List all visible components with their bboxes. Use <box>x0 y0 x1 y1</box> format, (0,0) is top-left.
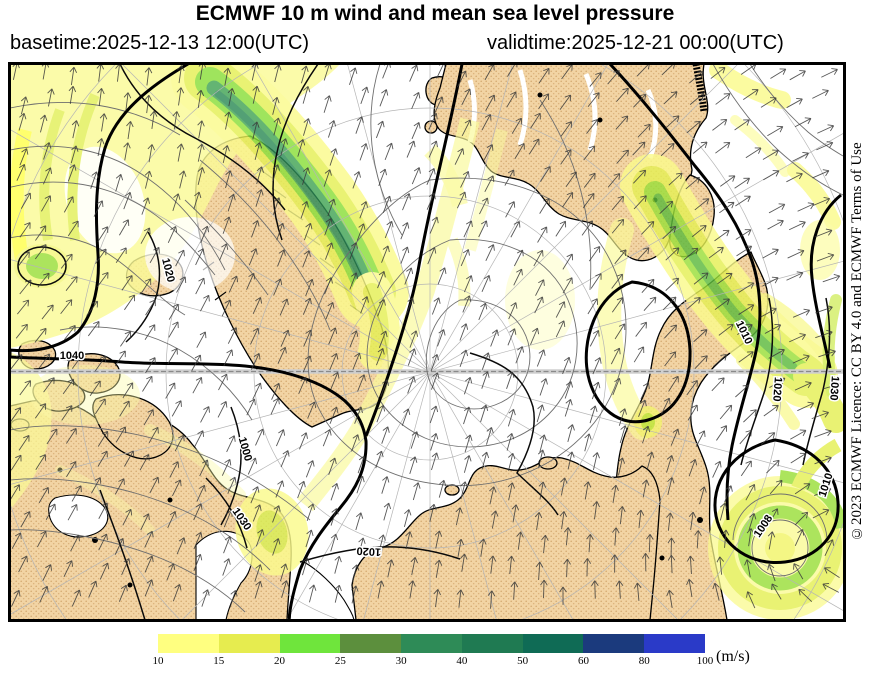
copyright-text: ©2023 ECMWF Licence: CC BY 4.0 and ECMWF… <box>849 142 865 542</box>
legend-unit: (m/s) <box>716 648 750 665</box>
map-frame <box>8 62 846 622</box>
legend-swatch <box>522 634 584 653</box>
validtime-text: validtime:2025-12-21 00:00(UTC) <box>487 32 784 54</box>
isobars-medium <box>17 65 831 619</box>
legend-swatch <box>279 634 341 653</box>
legend-tick: 40 <box>456 655 468 667</box>
legend-swatch <box>218 634 280 653</box>
legend-tick: 100 <box>696 655 714 667</box>
legend-tick: 30 <box>395 655 407 667</box>
legend-tick: 25 <box>334 655 346 667</box>
isobars-thin <box>11 65 843 613</box>
legend-swatch <box>461 634 523 653</box>
legend-tick: 10 <box>152 655 164 667</box>
isobars-thick <box>11 65 842 619</box>
legend-swatch <box>158 634 219 653</box>
legend-tick: 20 <box>274 655 286 667</box>
legend-swatch <box>583 634 645 653</box>
pressure-label: 1040 <box>60 350 84 362</box>
legend-color-bar <box>158 634 706 653</box>
pressure-label: 1020 <box>770 377 784 402</box>
legend-swatch <box>401 634 462 653</box>
basetime-text: basetime:2025-12-13 12:00(UTC) <box>10 32 310 54</box>
legend-swatch <box>340 634 402 653</box>
pressure-label: 1020 <box>356 544 381 557</box>
vortex-shading <box>708 438 843 619</box>
chart-title: ECMWF 10 m wind and mean sea level press… <box>195 2 675 25</box>
pressure-label: 1030 <box>827 376 841 401</box>
legend-tick: 50 <box>517 655 529 667</box>
wind-arrows <box>11 65 841 609</box>
legend-tick: 60 <box>577 655 589 667</box>
legend-tick: 15 <box>213 655 225 667</box>
legend-swatch <box>644 634 706 653</box>
legend-tick: 80 <box>638 655 650 667</box>
